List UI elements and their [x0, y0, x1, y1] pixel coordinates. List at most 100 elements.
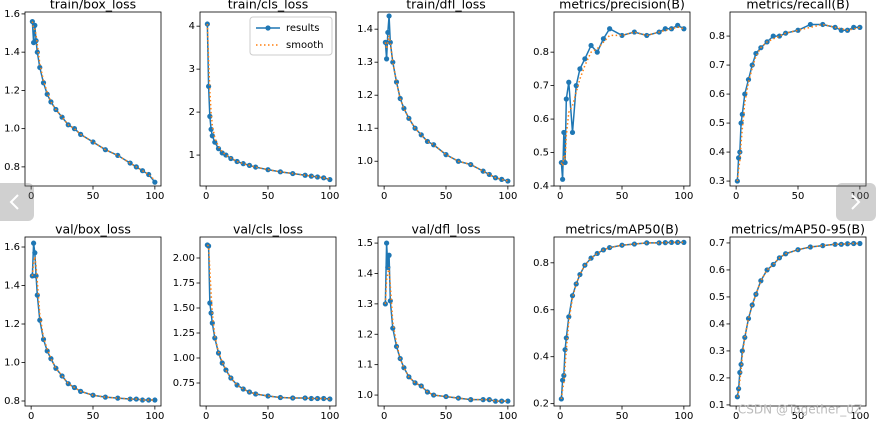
marker [844, 241, 851, 247]
smooth-line [736, 242, 860, 397]
marker [127, 396, 133, 402]
marker [753, 50, 759, 57]
smooth-line [31, 21, 156, 181]
marker [308, 173, 314, 179]
marker [807, 244, 813, 250]
legend-label: smooth [286, 40, 323, 51]
smooth-line [206, 24, 331, 180]
x-tick-label: 0 [28, 191, 34, 202]
marker [253, 391, 259, 397]
y-tick-label: 0.8 [4, 162, 20, 173]
marker [662, 240, 668, 246]
results-line [31, 243, 155, 401]
y-tick-label: 0.8 [709, 31, 725, 42]
x-tick-label: 0 [28, 411, 34, 422]
y-tick-label: 0.6 [533, 305, 549, 316]
smooth-line [31, 256, 155, 401]
x-tick-label: 50 [792, 411, 805, 422]
next-icon [851, 194, 861, 210]
y-tick-label: 0.8 [4, 396, 20, 407]
y-tick-label: 0.5 [709, 292, 725, 303]
marker [561, 129, 567, 136]
results-line [560, 24, 685, 180]
x-tick-label: 50 [440, 191, 453, 202]
marker [569, 129, 576, 136]
marker [857, 24, 863, 30]
plot-frame [553, 236, 691, 407]
marker [321, 395, 327, 402]
marker [209, 133, 215, 139]
marker [152, 179, 158, 185]
x-tick-label: 100 [850, 191, 869, 202]
marker [48, 356, 54, 362]
marker [739, 348, 745, 354]
legend-marker [265, 25, 271, 31]
y-tick-label: 1.3 [357, 299, 373, 310]
y-tick-label: 0.4 [533, 181, 549, 192]
marker [505, 178, 511, 184]
next-button[interactable] [836, 183, 876, 221]
smooth-line [560, 241, 684, 400]
y-tick-label: 0.2 [709, 373, 725, 384]
marker [34, 292, 40, 298]
marker [32, 22, 38, 28]
marker [499, 176, 505, 182]
marker [115, 395, 121, 401]
marker [588, 42, 594, 49]
marker [215, 146, 222, 152]
marker [619, 32, 625, 39]
x-tick-label: 50 [616, 411, 629, 422]
results-line [736, 23, 860, 182]
results-line [736, 242, 860, 397]
y-tick-label: 1.5 [357, 238, 373, 249]
x-tick-label: 100 [320, 191, 339, 202]
marker [393, 79, 400, 85]
y-tick-label: 3 [189, 64, 195, 75]
y-tick-label: 0.1 [709, 400, 725, 411]
marker [212, 335, 218, 341]
chart-title: val/box_loss [55, 222, 131, 237]
x-tick-label: 100 [145, 191, 164, 202]
results-line [384, 15, 509, 182]
marker [749, 62, 755, 68]
marker [644, 32, 650, 39]
y-tick-label: 1.0 [357, 390, 373, 401]
marker [566, 314, 572, 320]
y-tick-label: 1.2 [4, 319, 20, 330]
legend-label: results [286, 23, 320, 34]
x-tick-label: 50 [262, 411, 275, 422]
marker [573, 83, 579, 89]
marker [385, 29, 391, 36]
x-tick-label: 50 [792, 191, 805, 202]
x-tick-label: 0 [557, 411, 563, 422]
marker [240, 161, 246, 167]
prev-button[interactable] [0, 183, 34, 221]
y-tick-label: 0.75 [173, 378, 195, 389]
plot-frame [199, 236, 337, 407]
y-tick-label: 1.2 [4, 85, 20, 96]
results-line [384, 243, 508, 402]
plot-frame [199, 11, 337, 187]
marker [44, 91, 50, 97]
chart-title: metrics/mAP50-95(B) [731, 222, 865, 237]
x-tick-label: 0 [733, 191, 739, 202]
marker [102, 394, 108, 400]
smooth-line [736, 23, 861, 182]
marker [34, 49, 40, 55]
plot-frame [377, 11, 515, 187]
y-tick-label: 1.25 [173, 328, 195, 339]
marker [219, 360, 225, 366]
marker [412, 380, 418, 386]
x-tick-label: 50 [616, 191, 629, 202]
marker [397, 95, 403, 102]
marker [139, 397, 146, 403]
y-tick-label: 0.4 [709, 147, 725, 158]
marker [742, 334, 748, 341]
watermark: CSDN @Together_0Z [738, 403, 862, 417]
marker [208, 310, 214, 316]
y-tick-label: 0.5 [709, 118, 725, 129]
marker [607, 244, 613, 251]
marker [569, 293, 576, 299]
y-tick-label: 0.3 [709, 176, 725, 187]
x-tick-label: 100 [145, 411, 164, 422]
